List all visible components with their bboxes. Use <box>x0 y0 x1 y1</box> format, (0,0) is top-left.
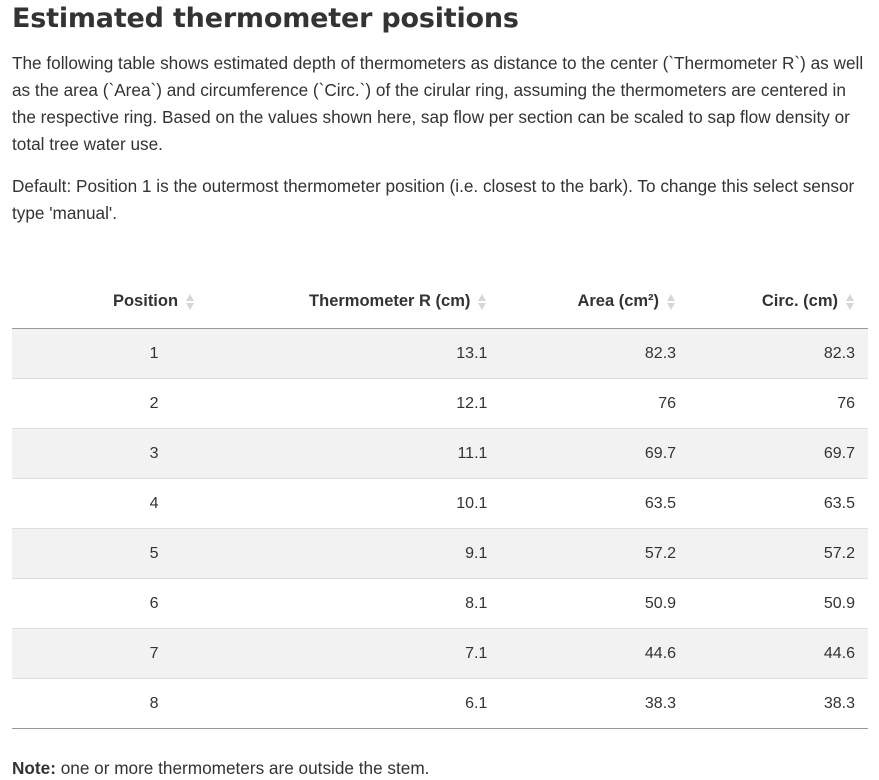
cell-position: 4 <box>12 478 297 529</box>
default-paragraph: Default: Position 1 is the outermost the… <box>12 176 855 223</box>
cell-circ: 44.6 <box>689 628 868 679</box>
column-header-area[interactable]: Area (cm²) <box>500 275 690 329</box>
cell-area: 50.9 <box>500 578 690 629</box>
column-header-thermometer-r[interactable]: Thermometer R (cm) <box>296 275 501 329</box>
sort-both-icon[interactable] <box>478 293 487 311</box>
cell-position: 6 <box>12 578 297 629</box>
column-header-circ[interactable]: Circ. (cm) <box>689 275 868 329</box>
table-row: 1 13.1 82.3 82.3 <box>12 328 868 379</box>
cell-circ: 50.9 <box>689 578 868 629</box>
cell-thermometer-r: 11.1 <box>296 428 501 479</box>
cell-circ: 76 <box>689 378 868 429</box>
cell-thermometer-r: 7.1 <box>296 628 501 679</box>
cell-area: 82.3 <box>500 328 690 379</box>
column-header-label: Circ. (cm) <box>761 292 838 310</box>
cell-position: 7 <box>12 628 297 679</box>
intro-paragraph: The following table shows estimated dept… <box>12 53 864 154</box>
column-header-position[interactable]: Position <box>12 275 297 329</box>
sort-both-icon[interactable] <box>667 293 676 311</box>
table-row: 6 8.1 50.9 50.9 <box>12 578 868 629</box>
cell-circ: 57.2 <box>689 528 868 579</box>
cell-thermometer-r: 9.1 <box>296 528 501 579</box>
cell-circ: 82.3 <box>689 328 868 379</box>
table-row: 2 12.1 76 76 <box>12 378 868 429</box>
table-header-row: Position Thermometer R (cm) Area (cm²) C… <box>12 275 868 329</box>
column-header-label: Area (cm²) <box>577 292 660 310</box>
table-row: 7 7.1 44.6 44.6 <box>12 628 868 679</box>
cell-position: 3 <box>12 428 297 479</box>
cell-area: 63.5 <box>500 478 690 529</box>
table-row: 5 9.1 57.2 57.2 <box>12 528 868 579</box>
cell-position: 2 <box>12 378 297 429</box>
note-label: Note: <box>12 758 56 778</box>
sort-both-icon[interactable] <box>186 293 195 311</box>
column-header-label: Thermometer R (cm) <box>309 292 471 310</box>
cell-thermometer-r: 8.1 <box>296 578 501 629</box>
cell-area: 44.6 <box>500 628 690 679</box>
cell-circ: 63.5 <box>689 478 868 529</box>
column-header-label: Position <box>112 292 179 310</box>
positions-table: Position Thermometer R (cm) Area (cm²) C… <box>12 275 868 729</box>
cell-thermometer-r: 10.1 <box>296 478 501 529</box>
cell-area: 69.7 <box>500 428 690 479</box>
cell-position: 8 <box>12 678 297 729</box>
positions-table-wrapper: Position Thermometer R (cm) Area (cm²) C… <box>12 275 868 729</box>
cell-area: 76 <box>500 378 690 429</box>
table-row: 4 10.1 63.5 63.5 <box>12 478 868 529</box>
cell-position: 1 <box>12 328 297 379</box>
cell-circ: 69.7 <box>689 428 868 479</box>
cell-circ: 38.3 <box>689 678 868 729</box>
cell-thermometer-r: 6.1 <box>296 678 501 729</box>
note-text: one or more thermometers are outside the… <box>55 758 430 778</box>
sort-both-icon[interactable] <box>846 293 855 311</box>
cell-area: 57.2 <box>500 528 690 579</box>
cell-thermometer-r: 12.1 <box>296 378 501 429</box>
table-row: 3 11.1 69.7 69.7 <box>12 428 868 479</box>
cell-position: 5 <box>12 528 297 579</box>
cell-thermometer-r: 13.1 <box>296 328 501 379</box>
page-title: Estimated thermometer positions <box>12 3 519 34</box>
note-paragraph: Note: one or more thermometers are outsi… <box>12 756 868 780</box>
table-row: 8 6.1 38.3 38.3 <box>12 678 868 729</box>
cell-area: 38.3 <box>500 678 690 729</box>
